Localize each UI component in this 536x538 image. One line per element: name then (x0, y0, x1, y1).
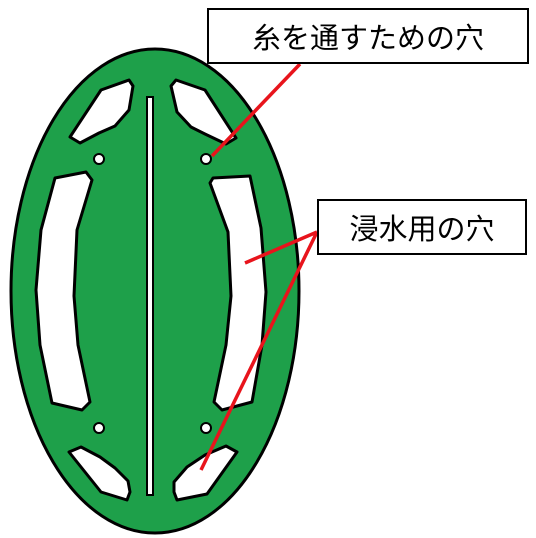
center-slit (146, 96, 154, 496)
left-soak-window (34, 170, 94, 412)
pointer-water-lower (199, 231, 319, 471)
bottom-right-window (172, 444, 239, 502)
oval-plate-body (9, 47, 301, 535)
thread-hole-top-left (93, 153, 105, 165)
pointer-thread-hole (210, 62, 302, 158)
top-right-window (169, 78, 238, 146)
right-soak-window (208, 174, 268, 412)
thread-hole-bottom-left (93, 422, 105, 434)
thread-hole-label: 糸を通すための穴 (207, 8, 529, 64)
pointer-water-upper (244, 230, 318, 265)
water-hole-label: 浸水用の穴 (317, 199, 527, 255)
thread-hole-top-right (200, 153, 212, 165)
thread-hole-bottom-right (200, 422, 212, 434)
top-left-window (68, 78, 135, 145)
bottom-left-window (67, 445, 132, 502)
